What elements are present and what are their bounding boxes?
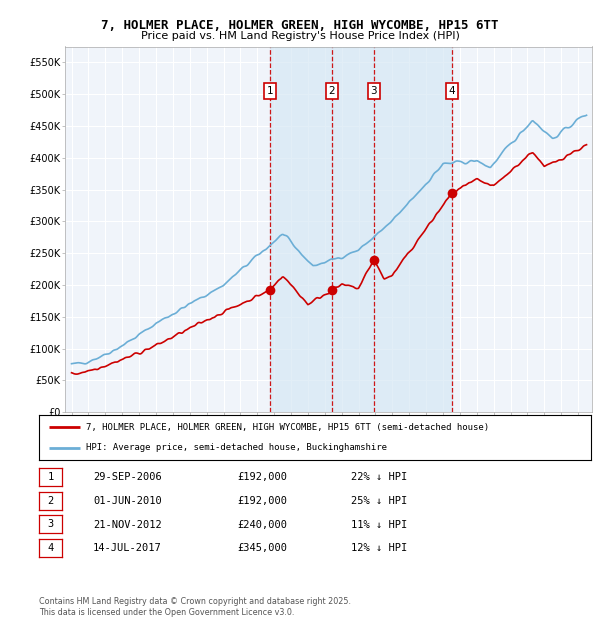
Text: 01-JUN-2010: 01-JUN-2010 — [93, 496, 162, 506]
Text: 1: 1 — [47, 472, 53, 482]
Bar — [332, 46, 374, 412]
Text: Contains HM Land Registry data © Crown copyright and database right 2025.
This d: Contains HM Land Registry data © Crown c… — [39, 598, 351, 617]
Text: £192,000: £192,000 — [237, 496, 287, 506]
Text: 14-JUL-2017: 14-JUL-2017 — [93, 543, 162, 553]
Text: 4: 4 — [449, 86, 455, 96]
Text: £345,000: £345,000 — [237, 543, 287, 553]
Text: 7, HOLMER PLACE, HOLMER GREEN, HIGH WYCOMBE, HP15 6TT (semi-detached house): 7, HOLMER PLACE, HOLMER GREEN, HIGH WYCO… — [86, 423, 489, 432]
Text: 4: 4 — [47, 542, 53, 553]
Text: 7, HOLMER PLACE, HOLMER GREEN, HIGH WYCOMBE, HP15 6TT: 7, HOLMER PLACE, HOLMER GREEN, HIGH WYCO… — [101, 19, 499, 32]
Text: HPI: Average price, semi-detached house, Buckinghamshire: HPI: Average price, semi-detached house,… — [86, 443, 387, 453]
Text: 11% ↓ HPI: 11% ↓ HPI — [351, 520, 407, 529]
Text: 21-NOV-2012: 21-NOV-2012 — [93, 520, 162, 529]
Text: 2: 2 — [47, 495, 53, 506]
Text: £192,000: £192,000 — [237, 472, 287, 482]
Text: 2: 2 — [329, 86, 335, 96]
Text: 22% ↓ HPI: 22% ↓ HPI — [351, 472, 407, 482]
Text: £240,000: £240,000 — [237, 520, 287, 529]
Bar — [374, 46, 452, 412]
Text: 12% ↓ HPI: 12% ↓ HPI — [351, 543, 407, 553]
Text: 1: 1 — [266, 86, 273, 96]
Text: 29-SEP-2006: 29-SEP-2006 — [93, 472, 162, 482]
Text: 3: 3 — [47, 519, 53, 529]
Text: Price paid vs. HM Land Registry's House Price Index (HPI): Price paid vs. HM Land Registry's House … — [140, 31, 460, 41]
Bar — [270, 46, 332, 412]
Text: 3: 3 — [370, 86, 377, 96]
Text: 25% ↓ HPI: 25% ↓ HPI — [351, 496, 407, 506]
